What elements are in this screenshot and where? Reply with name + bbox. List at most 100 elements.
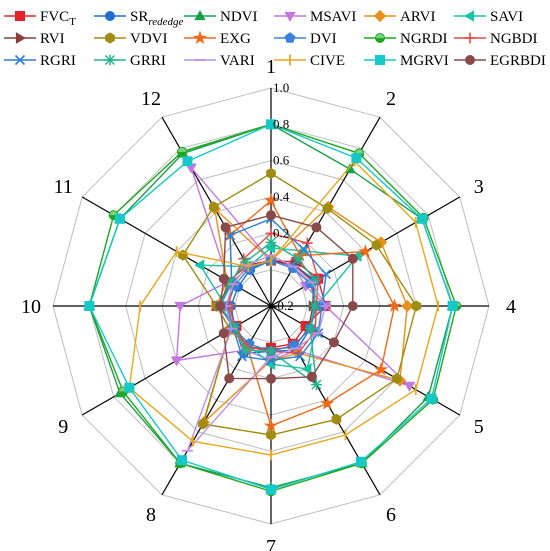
legend-item: SRrededge: [94, 9, 183, 28]
series-layer: [83, 118, 462, 497]
legend-label: VARI: [220, 53, 255, 69]
series-marker: [15, 11, 25, 21]
legend-label: GRRI: [130, 53, 166, 69]
series-marker: [320, 396, 335, 410]
legend-item: NGBDI: [454, 31, 538, 47]
series-marker: [304, 323, 316, 335]
series-marker: [14, 54, 26, 66]
series-marker: [192, 30, 208, 44]
series-marker: [174, 301, 186, 312]
series-marker: [266, 167, 276, 179]
category-label: 10: [21, 296, 41, 318]
series-marker: [295, 351, 306, 362]
legend-item: VDVI: [94, 31, 168, 47]
legend-label: MSAVI: [310, 9, 356, 25]
legend-item: MSAVI: [274, 9, 356, 25]
legend-label: FVCT: [40, 9, 76, 28]
series-marker: [328, 337, 339, 348]
series-marker: [105, 32, 115, 44]
series-marker: [194, 259, 205, 271]
series-marker: [320, 269, 332, 280]
series-marker: [240, 344, 251, 356]
legend-label: CIVE: [310, 53, 345, 69]
category-label: 7: [266, 536, 276, 551]
series-marker: [266, 373, 276, 384]
series-egrbdi: [215, 210, 358, 384]
series-vdvi: [178, 167, 422, 441]
category-label: 5: [474, 416, 484, 438]
series-marker: [387, 298, 402, 312]
series-marker: [105, 11, 115, 21]
series-marker: [114, 213, 125, 224]
series-marker: [124, 382, 135, 393]
series-marker: [220, 222, 231, 233]
series-marker: [263, 418, 279, 432]
series-marker: [373, 9, 387, 23]
series-marker: [392, 373, 402, 385]
legend-item: VARI: [184, 53, 255, 69]
series-marker: [104, 54, 116, 66]
series-marker: [266, 119, 276, 130]
series-marker: [170, 356, 183, 367]
series-marker: [322, 202, 333, 214]
series-marker: [374, 362, 389, 376]
series-marker: [298, 244, 309, 255]
r-tick-label: 0.6: [273, 153, 290, 168]
series-marker: [309, 275, 321, 286]
legend-label: NGRDI: [400, 31, 448, 47]
category-label: 12: [141, 88, 161, 110]
series-marker: [351, 153, 362, 164]
series-marker: [358, 244, 373, 258]
legend-item: MGRVI: [364, 53, 449, 69]
legend-label: SRrededge: [130, 9, 183, 28]
series-marker: [411, 300, 422, 312]
r-tick-label: 0.8: [273, 116, 289, 131]
series-marker: [403, 381, 416, 392]
series-marker: [447, 301, 458, 311]
series-marker: [218, 273, 229, 284]
category-label: 4: [506, 296, 516, 318]
series-marker: [182, 156, 193, 167]
category-label: 9: [58, 416, 68, 438]
series-marker: [355, 456, 366, 467]
series-marker: [284, 11, 296, 22]
category-label: 6: [386, 504, 396, 526]
legend-label: SAVI: [490, 9, 523, 25]
legend-item: GRRI: [94, 53, 166, 69]
series-marker: [347, 253, 358, 264]
category-label: 1: [266, 56, 276, 78]
series-marker: [265, 237, 277, 248]
series-marker: [306, 371, 317, 382]
r-tick-label: 1.0: [273, 80, 289, 95]
series-marker: [15, 32, 26, 44]
legend-item: NDVI: [184, 9, 258, 25]
series-marker: [265, 227, 277, 239]
series-marker: [417, 213, 428, 224]
legend-label: VDVI: [130, 31, 168, 47]
legend-label: EXG: [220, 31, 251, 47]
legend-item: SAVI: [454, 9, 523, 25]
series-marker: [84, 301, 95, 311]
series-marker: [292, 253, 304, 265]
legend-item: EXG: [184, 30, 251, 47]
series-marker: [198, 418, 208, 430]
legend-label: DVI: [310, 31, 337, 47]
series-marker: [265, 346, 277, 357]
series-marker: [371, 239, 382, 251]
legend-item: NGRDI: [364, 31, 448, 47]
legend-item: CIVE: [274, 53, 345, 69]
series-marker: [464, 10, 475, 22]
series-marker: [176, 146, 187, 157]
legend-item: RVI: [4, 31, 65, 47]
series-marker: [375, 55, 385, 65]
legend-item: DVI: [274, 31, 337, 47]
legend-label: RVI: [40, 31, 65, 47]
series-marker: [263, 193, 279, 207]
series-marker: [225, 230, 236, 241]
series-marker: [266, 210, 276, 221]
series-mgrvi: [84, 119, 458, 495]
series-marker: [401, 299, 414, 313]
series-marker: [311, 222, 322, 233]
r-tick-label: 0.2: [273, 225, 289, 240]
